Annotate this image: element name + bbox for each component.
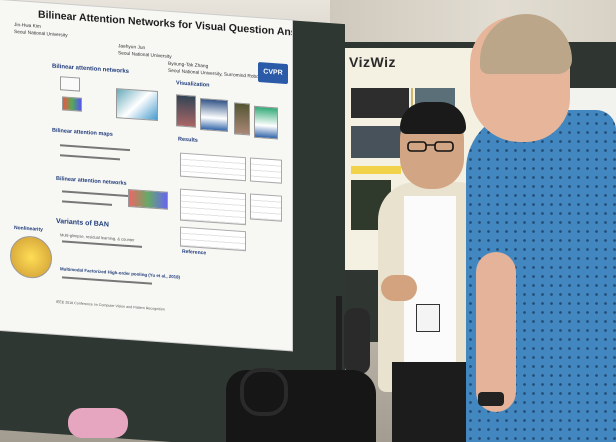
section-heading: Reference [182,248,207,257]
author-affiliation: Seoul National University, Surromind Rob… [168,68,267,81]
example-image [200,97,228,132]
diagram-image [62,96,82,112]
vizwiz-title: VizWiz [349,54,396,70]
poster-text: Nonlinearity [14,224,43,234]
listener-arm [476,252,516,412]
ban-poster: Bilinear Attention Networks for Visual Q… [0,0,292,351]
results-table [180,226,246,252]
author-name: Jin-Hwa Kim [14,22,41,30]
section-heading: Variants of BAN [56,217,109,229]
section-heading: Bilinear attention maps [52,127,113,138]
glasses-icon [407,141,454,152]
equation [62,200,112,206]
diagram-image [10,234,52,280]
section-heading: Results [178,136,198,144]
diagram-image [116,88,158,122]
presenter-hair [400,102,466,134]
name-badge [416,304,440,332]
author-affiliation: Seoul National University [118,51,172,60]
poster-image [351,88,409,118]
section-heading: Visualization [176,80,210,89]
results-table [250,157,282,184]
results-table [180,188,246,226]
diagram-image [128,188,168,210]
section-heading: Bilinear attention networks [56,175,127,187]
poster-footer: IEEE 2018 Conference on Computer Vision … [56,299,165,312]
stand-leg [336,296,342,442]
equation [62,276,152,285]
backpack-strap [240,368,288,416]
equation [62,190,132,198]
poster-image [351,126,409,158]
poster-highlight [351,166,401,174]
results-table [250,193,282,222]
presenter-hand [381,275,417,301]
example-image [176,94,196,128]
water-bottle [344,308,370,374]
author-name: Jaehyun Jun [118,44,146,52]
pink-shoe [68,408,128,438]
watch-icon [478,392,504,406]
section-heading: Bilinear attention networks [52,63,130,76]
equation [60,154,120,161]
example-image [254,105,278,140]
results-table [180,152,246,182]
equation [60,144,130,152]
cvpr-logo: CVPR [258,62,288,85]
author-affiliation: Seoul National University [14,29,68,39]
example-image [234,102,250,136]
presenter-pants [392,362,476,442]
diagram-image [60,76,80,92]
